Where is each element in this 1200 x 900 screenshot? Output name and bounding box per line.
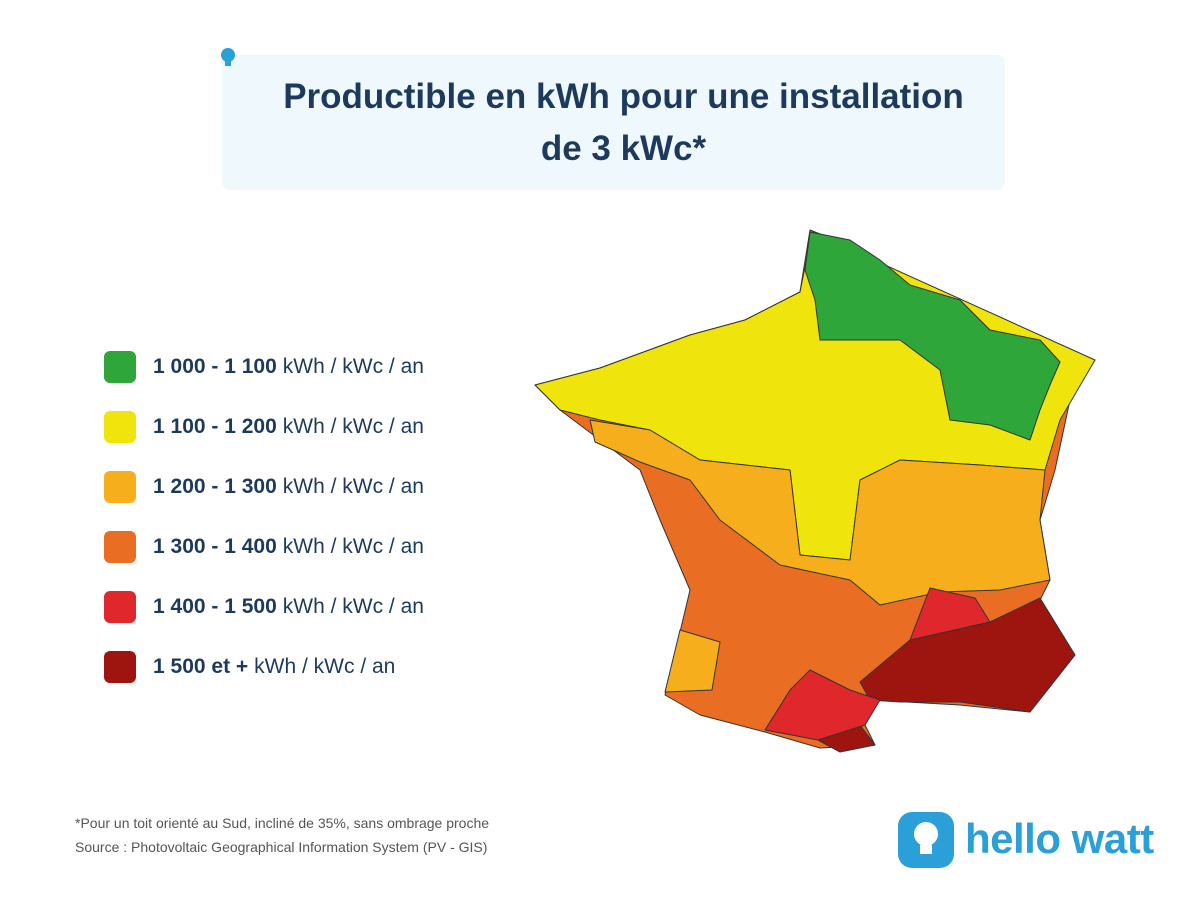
brand-icon [898, 812, 954, 868]
legend-range: 1 100 - 1 200 [153, 415, 277, 438]
legend-range: 1 400 - 1 500 [153, 595, 277, 618]
legend-unit: kWh / kWc / an [282, 415, 424, 438]
legend: 1 000 - 1 100 kWh / kWc / an 1 100 - 1 200… [104, 337, 424, 697]
legend-item: 1 500 et + kWh / kWc / an [104, 637, 424, 697]
region [664, 629, 721, 693]
france [534, 229, 1096, 753]
legend-item: 1 000 - 1 100 kWh / kWc / an [104, 337, 424, 397]
legend-unit: kWh / kWc / an [282, 595, 424, 618]
bulb-icon [221, 48, 235, 66]
legend-item: 1 100 - 1 200 kWh / kWc / an [104, 397, 424, 457]
brand: hello watt [965, 815, 1154, 862]
legend-swatch [104, 411, 136, 443]
footnote: *Pour un toit orienté au Sud, incliné de… [75, 815, 490, 831]
legend-range: 1 200 - 1 300 [153, 475, 277, 498]
legend-item: 1 300 - 1 400 kWh / kWc / an [104, 517, 424, 577]
title-box: Productible en kWh pour une installation… [222, 55, 1005, 190]
legend-swatch [104, 591, 136, 623]
footnotes: *Pour un toit orienté au Sud, incliné de… [75, 811, 489, 859]
region [804, 231, 1061, 441]
legend-swatch [104, 351, 136, 383]
region [764, 669, 881, 741]
legend-swatch [104, 651, 136, 683]
region [909, 587, 991, 641]
legend-item: 1 400 - 1 500 kWh / kWc / an [104, 577, 424, 637]
legend-unit: kWh / kWc / an [282, 535, 424, 558]
region [589, 419, 1051, 606]
legend-swatch [104, 471, 136, 503]
legend-item: 1 200 - 1 300 kWh / kWc / an [104, 457, 424, 517]
legend-range: 1 000 - 1 100 [153, 355, 277, 378]
legend-unit: kWh / kWc / an [254, 655, 396, 678]
footnote: Source : Photovoltaic Geographical Infor… [75, 839, 488, 855]
legend-swatch [104, 531, 136, 563]
title: Productible en kWh pour une installation… [283, 77, 964, 168]
legend-unit: kWh / kWc / an [282, 475, 424, 498]
legend-range: 1 300 - 1 400 [153, 535, 277, 558]
legend-unit: kWh / kWc / an [282, 355, 424, 378]
legend-range: 1 500 et + [153, 655, 249, 678]
